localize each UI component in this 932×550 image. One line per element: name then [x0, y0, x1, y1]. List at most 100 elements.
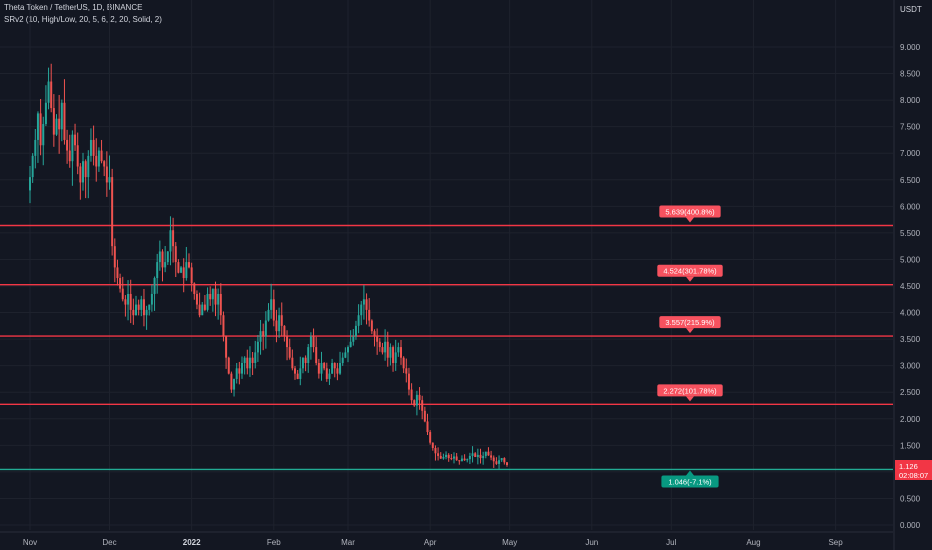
candle-body	[243, 357, 246, 364]
candle-body	[479, 454, 482, 459]
candle-body	[92, 139, 95, 156]
label-pointer	[686, 470, 694, 476]
candle-body	[413, 400, 416, 406]
x-tick-label: Dec	[102, 538, 116, 547]
candle-body	[384, 341, 387, 353]
label-pointer	[686, 396, 694, 402]
candle-body	[50, 81, 53, 109]
candle-body	[105, 166, 108, 183]
price-axis[interactable]: USDT 0.0000.5001.0001.5002.0002.5003.000…	[900, 5, 922, 530]
candle-body	[246, 357, 249, 369]
resistance-label: 3.557(215.9%)	[659, 316, 721, 334]
candle-body	[60, 102, 63, 130]
candle-body	[79, 166, 82, 183]
candle-body	[42, 124, 45, 146]
candle-body	[280, 315, 283, 326]
candle-body	[36, 113, 39, 140]
candle-body	[272, 299, 275, 321]
candle-body	[188, 262, 190, 268]
candle-body	[426, 421, 429, 433]
candle-body	[291, 357, 294, 369]
y-tick-label: 4.500	[900, 282, 921, 291]
y-tick-label: 3.000	[900, 362, 921, 371]
candle-body	[190, 267, 193, 284]
candle-body	[161, 251, 164, 268]
candle-body	[445, 454, 448, 458]
candle-body	[63, 102, 66, 140]
candle-body	[121, 288, 124, 300]
candle-body	[185, 262, 188, 279]
candle-body	[365, 299, 368, 310]
candle-body	[169, 230, 172, 252]
y-tick-label: 6.500	[900, 176, 921, 185]
candle-body	[39, 113, 42, 146]
candle-body	[288, 347, 291, 358]
candle-body	[312, 336, 315, 348]
x-tick-label: Sep	[828, 538, 843, 547]
candle-body	[370, 320, 373, 332]
candle-body	[148, 304, 151, 310]
candle-body	[498, 460, 501, 464]
candle-body	[74, 134, 77, 146]
candle-body	[182, 267, 185, 279]
candle-body	[376, 336, 379, 342]
time-axis[interactable]: Nov Dec 2022 Feb Mar Apr May Jun Jul Aug Sep	[23, 538, 843, 547]
candle-body	[299, 368, 302, 379]
x-tick-label: Nov	[23, 538, 37, 547]
candle-body	[55, 118, 58, 135]
candles	[29, 63, 508, 469]
candle-body	[209, 293, 212, 300]
y-tick-label: 7.500	[900, 123, 921, 132]
candle-body	[193, 283, 196, 294]
candle-body	[76, 145, 79, 167]
candle-body	[195, 293, 198, 305]
candle-body	[455, 456, 458, 461]
candle-body	[68, 150, 71, 162]
candle-body	[474, 453, 477, 458]
candle-body	[471, 453, 474, 456]
candle-body	[341, 357, 344, 364]
y-tick-label: 9.000	[900, 43, 921, 52]
candle-body	[87, 155, 90, 178]
candle-body	[164, 262, 167, 268]
label-box	[659, 205, 721, 218]
candle-body	[219, 293, 222, 316]
candle-body	[460, 458, 463, 462]
candle-body	[294, 368, 296, 374]
x-tick-label: Jul	[666, 538, 676, 547]
candle-body	[389, 347, 392, 358]
candle-body	[71, 134, 74, 162]
candle-body	[368, 309, 371, 321]
candle-body	[166, 251, 169, 263]
candle-body	[315, 347, 318, 364]
candle-body	[429, 432, 432, 443]
indicator-legend[interactable]: SRv2 (10, High/Low, 20, 5, 6, 2, 20, Sol…	[4, 15, 162, 24]
grid	[0, 0, 895, 550]
candle-body	[495, 461, 498, 464]
candle-body	[405, 368, 408, 374]
x-tick-label: Aug	[746, 538, 760, 547]
candle-body	[458, 460, 461, 462]
x-tick-label: Apr	[424, 538, 437, 547]
candle-body	[100, 150, 103, 162]
candle-body	[331, 363, 334, 374]
candle-body	[103, 161, 106, 167]
candle-body	[344, 352, 347, 358]
candle-body	[421, 400, 424, 411]
candle-body	[267, 309, 270, 321]
candle-body	[349, 341, 352, 348]
candle-body	[278, 315, 281, 332]
candle-body	[506, 462, 508, 465]
candle-body	[503, 458, 506, 463]
candle-body	[142, 299, 145, 316]
candle-body	[328, 373, 331, 379]
candle-body	[251, 357, 254, 364]
label-box	[657, 384, 723, 397]
candle-body	[442, 457, 445, 459]
y-tick-label: 2.000	[900, 415, 921, 424]
candle-body	[439, 455, 442, 459]
y-tick-label: 4.000	[900, 309, 921, 318]
candle-body	[113, 246, 116, 268]
resistance-label: 2.272(101.78%)	[657, 384, 723, 402]
